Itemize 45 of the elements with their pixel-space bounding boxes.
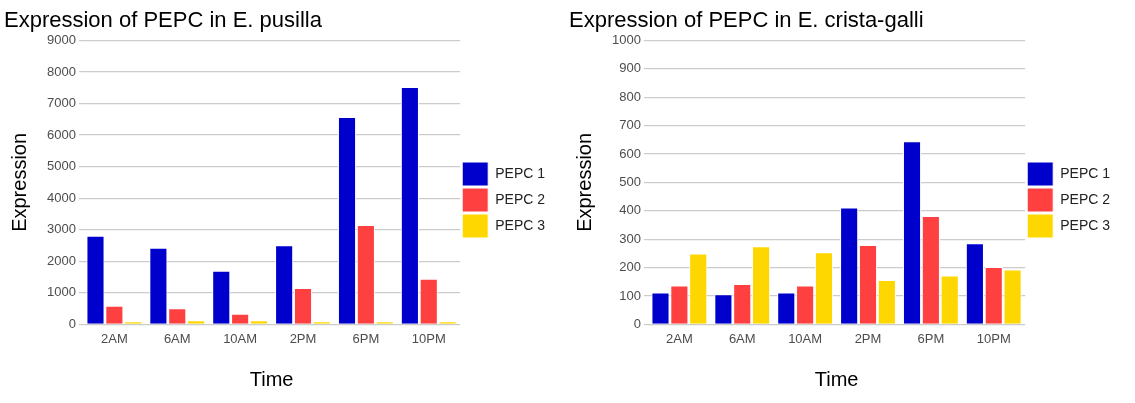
x-tick-label: 2PM (289, 330, 317, 346)
x-axis-title: Time (249, 367, 294, 390)
x-tick-label: 2PM (854, 330, 882, 346)
legend-label: PEPC 3 (495, 216, 546, 233)
x-tick-label: 2AM (100, 330, 128, 346)
y-tick-label: 0 (633, 315, 641, 331)
legend-label: PEPC 1 (495, 164, 546, 181)
y-tick-label: 700 (619, 117, 641, 133)
x-tick-label: 6AM (163, 330, 191, 346)
y-tick-label: 400 (619, 202, 641, 218)
x-tick-label: 10AM (788, 330, 823, 346)
y-tick-label: 500 (619, 173, 641, 189)
y-tick-label: 200 (619, 259, 641, 275)
x-tick-label: 10PM (411, 330, 446, 346)
y-tick-label: 5000 (47, 158, 76, 174)
x-tick-label: 6AM (728, 330, 756, 346)
legend-label: PEPC 2 (1060, 190, 1111, 207)
chart-title: Expression of PEPC in E. pusilla (4, 7, 323, 33)
chart-title: Expression of PEPC in E. crista-galli (569, 7, 924, 33)
y-tick-label: 300 (619, 230, 641, 246)
legend-label: PEPC 1 (1060, 164, 1111, 181)
y-tick-label: 7000 (47, 95, 76, 111)
y-tick-label: 800 (619, 88, 641, 104)
y-tick-label: 1000 (47, 284, 76, 300)
legend-label: PEPC 2 (495, 190, 546, 207)
y-tick-label: 6000 (47, 126, 76, 142)
y-tick-label: 8000 (47, 63, 76, 79)
y-tick-label: 1000 (612, 31, 641, 47)
y-tick-label: 600 (619, 145, 641, 161)
y-tick-label: 9000 (47, 31, 76, 47)
y-axis-title: Expression (7, 132, 30, 232)
x-tick-label: 6PM (917, 330, 945, 346)
y-tick-label: 900 (619, 60, 641, 76)
x-tick-label: 2AM (665, 330, 693, 346)
y-axis-title: Expression (572, 132, 595, 232)
y-tick-label: 100 (619, 287, 641, 303)
x-tick-label: 10AM (223, 330, 258, 346)
y-tick-label: 4000 (47, 189, 76, 205)
legend-label: PEPC 3 (1060, 216, 1111, 233)
x-tick-label: 6PM (352, 330, 380, 346)
y-tick-label: 3000 (47, 221, 76, 237)
y-tick-label: 0 (68, 315, 76, 331)
x-tick-label: 10PM (976, 330, 1011, 346)
x-axis-title: Time (814, 367, 859, 390)
y-tick-label: 2000 (47, 252, 76, 268)
